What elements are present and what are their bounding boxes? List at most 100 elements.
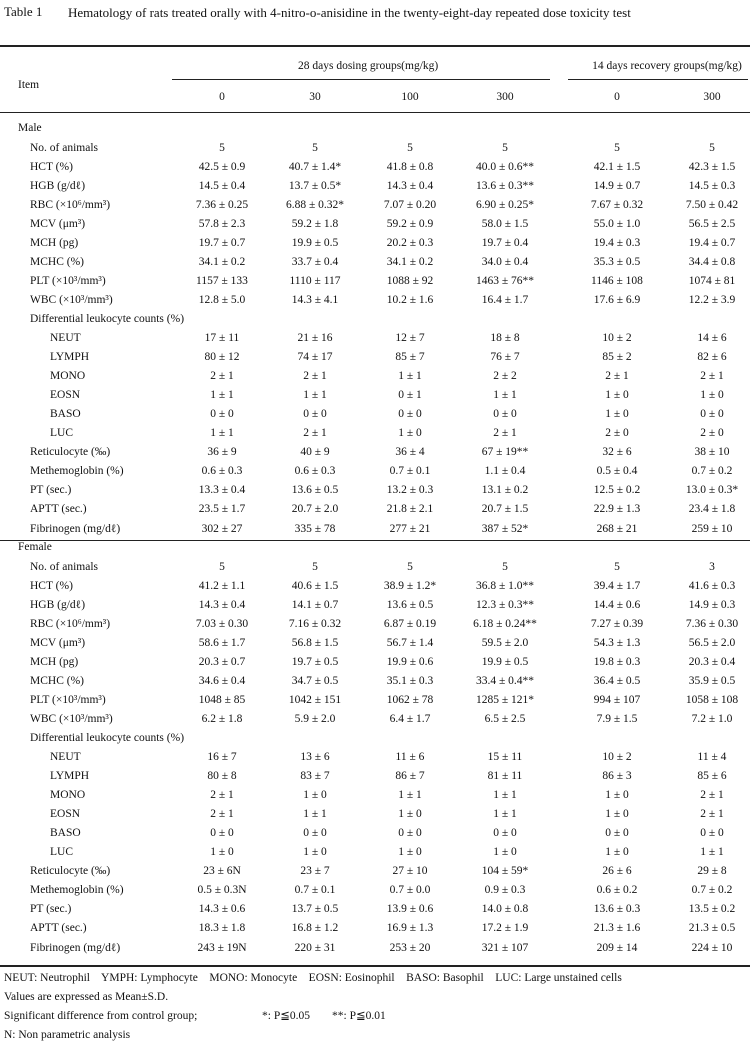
cell: 14.9 ± 0.3 — [688, 598, 736, 611]
cell: 7.16 ± 0.32 — [288, 617, 342, 630]
cell: 19.7 ± 0.4 — [481, 236, 529, 249]
cell: 42.1 ± 1.5 — [593, 160, 641, 173]
cell: 0.5 ± 0.3N — [197, 884, 247, 897]
cell: 58.6 ± 1.7 — [198, 636, 246, 649]
cell: 59.5 ± 2.0 — [481, 636, 529, 649]
cell: 7.27 ± 0.39 — [590, 617, 644, 630]
cell: 13.0 ± 0.3* — [685, 484, 739, 497]
dose-header: 300 — [496, 91, 514, 103]
cell: 26 ± 6 — [602, 865, 632, 878]
cell: 1062 ± 78 — [386, 693, 434, 706]
row-label: BASO — [50, 827, 81, 840]
cell: 1 ± 0 — [700, 389, 724, 402]
cell: 13.7 ± 0.5* — [288, 179, 342, 192]
cell: 19.4 ± 0.7 — [688, 236, 736, 249]
cell: 7.07 ± 0.20 — [383, 198, 437, 211]
cell: 33.7 ± 0.4 — [291, 255, 339, 268]
cell: 10 ± 2 — [602, 332, 632, 344]
cell: 2 ± 1 — [210, 789, 234, 802]
cell: 33.4 ± 0.4** — [475, 674, 535, 687]
cell: 42.5 ± 0.9 — [198, 160, 246, 173]
row-label: HGB (g/dℓ) — [30, 598, 86, 611]
row-label: MCH (pg) — [30, 655, 79, 668]
row-label: WBC (×10³/mm³) — [30, 712, 113, 725]
cell: 0.7 ± 0.0 — [389, 884, 431, 897]
cell: 21 ± 16 — [297, 332, 333, 344]
cell: 1 ± 1 — [303, 389, 327, 402]
cell: 2 ± 1 — [605, 370, 629, 383]
section-label: Female — [18, 541, 52, 553]
cell: 16.8 ± 1.2 — [291, 922, 339, 935]
cell: 1 ± 1 — [700, 846, 724, 859]
bottom-rule — [0, 965, 750, 967]
row-label: Reticulocyte (‰) — [30, 446, 111, 459]
row-label: MCV (μm³) — [30, 217, 86, 230]
cell: 6.88 ± 0.32* — [285, 198, 345, 211]
cell: 32 ± 6 — [602, 446, 632, 459]
cell: 243 ± 19N — [197, 941, 247, 954]
cell: 56.8 ± 1.5 — [291, 636, 339, 649]
cell: 0 ± 0 — [700, 408, 724, 421]
table-title: Hematology of rats treated orally with 4… — [68, 5, 631, 20]
cell: 220 ± 31 — [294, 941, 336, 954]
cell: 1 ± 0 — [210, 846, 234, 859]
cell: 13 ± 6 — [300, 751, 330, 763]
row-label: HGB (g/dℓ) — [30, 179, 86, 192]
cell: 14.3 ± 0.4 — [386, 179, 434, 192]
cell: 12.3 ± 0.3** — [475, 598, 535, 611]
cell: 5 — [312, 141, 318, 154]
cell: 321 ± 107 — [481, 941, 529, 954]
cell: 0 ± 0 — [398, 827, 422, 840]
cell: 1 ± 0 — [398, 808, 422, 821]
cell: 302 ± 27 — [201, 522, 243, 535]
cell: 34.7 ± 0.5 — [291, 674, 339, 687]
cell: 2 ± 1 — [303, 370, 327, 383]
cell: 0.5 ± 0.4 — [596, 465, 638, 478]
cell: 1110 ± 117 — [289, 274, 341, 287]
cell: 34.6 ± 0.4 — [198, 674, 246, 687]
row-label: Fibrinogen (mg/dℓ) — [30, 941, 121, 954]
cell: 59.2 ± 0.9 — [386, 217, 434, 230]
cell: 5.9 ± 2.0 — [294, 712, 336, 725]
cell: 1 ± 0 — [605, 389, 629, 402]
row-label: APTT (sec.) — [30, 922, 87, 935]
cell: 16 ± 7 — [207, 751, 237, 763]
cell: 11 ± 6 — [395, 751, 425, 763]
cell: 56.5 ± 2.5 — [688, 217, 736, 230]
cell: 85 ± 7 — [395, 351, 425, 364]
cell: 12 ± 7 — [395, 332, 425, 344]
cell: 54.3 ± 1.3 — [593, 636, 641, 649]
cell: 36.8 ± 1.0** — [475, 579, 535, 592]
cell: 12.2 ± 3.9 — [688, 293, 736, 306]
cell: 19.9 ± 0.5 — [291, 236, 339, 249]
cell: 18.3 ± 1.8 — [198, 922, 246, 935]
cell: 21.3 ± 1.6 — [593, 922, 641, 935]
cell: 7.36 ± 0.30 — [685, 617, 739, 630]
dose-header: 30 — [309, 91, 321, 103]
cell: 104 ± 59* — [481, 865, 529, 878]
cell: 5 — [614, 141, 620, 154]
cell: 19.9 ± 0.6 — [386, 655, 434, 668]
cell: 1058 ± 108 — [685, 693, 739, 706]
cell: 57.8 ± 2.3 — [198, 217, 246, 230]
cell: 56.7 ± 1.4 — [386, 636, 434, 649]
row-label: RBC (×10⁶/mm³) — [30, 617, 111, 630]
cell: 7.2 ± 1.0 — [691, 712, 733, 725]
cell: 0.6 ± 0.3 — [294, 465, 336, 478]
cell: 40.6 ± 1.5 — [291, 579, 339, 592]
cell: 0.7 ± 0.2 — [691, 465, 733, 478]
cell: 1 ± 0 — [605, 789, 629, 802]
cell: 1 ± 0 — [605, 408, 629, 421]
row-label: Differential leukocyte counts (%) — [30, 731, 185, 744]
cell: 1 ± 1 — [398, 789, 422, 802]
cell: 2 ± 1 — [210, 370, 234, 383]
cell: 6.4 ± 1.7 — [389, 712, 431, 725]
cell: 12.8 ± 5.0 — [198, 293, 246, 306]
cell: 19.9 ± 0.5 — [481, 655, 529, 668]
cell: 1285 ± 121* — [475, 693, 535, 706]
cell: 277 ± 21 — [389, 522, 431, 535]
cell: 36 ± 9 — [207, 446, 237, 459]
cell: 2 ± 1 — [700, 808, 724, 821]
row-label: No. of animals — [30, 141, 99, 154]
footnote: NEUT: Neutrophil YMPH: Lymphocyte MONO: … — [4, 972, 622, 984]
